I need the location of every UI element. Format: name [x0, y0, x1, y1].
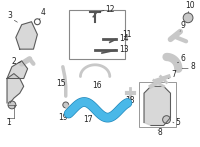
Polygon shape: [16, 22, 37, 49]
Text: 4: 4: [41, 8, 46, 17]
Polygon shape: [144, 86, 170, 126]
Text: 10: 10: [185, 1, 195, 10]
Text: 8: 8: [157, 128, 162, 137]
Text: 17: 17: [83, 115, 93, 124]
Text: 2: 2: [12, 57, 16, 66]
Circle shape: [8, 101, 16, 109]
Text: 14: 14: [120, 34, 129, 43]
Text: 11: 11: [123, 30, 132, 39]
Polygon shape: [7, 61, 28, 78]
Text: 12: 12: [105, 5, 115, 15]
Text: 19: 19: [58, 113, 68, 122]
Text: 16: 16: [92, 81, 102, 90]
Text: 8: 8: [191, 62, 195, 71]
Text: 18: 18: [126, 96, 135, 105]
Text: 13: 13: [120, 45, 129, 54]
Text: 5: 5: [176, 118, 181, 127]
Text: 9: 9: [181, 21, 186, 30]
Text: 6: 6: [181, 54, 186, 63]
Text: 7: 7: [171, 70, 176, 78]
Circle shape: [63, 102, 69, 108]
Text: 3: 3: [8, 11, 12, 20]
Circle shape: [183, 13, 193, 23]
Text: 15: 15: [56, 79, 66, 88]
Text: 1: 1: [7, 118, 11, 127]
Circle shape: [163, 116, 170, 123]
Polygon shape: [7, 74, 24, 103]
